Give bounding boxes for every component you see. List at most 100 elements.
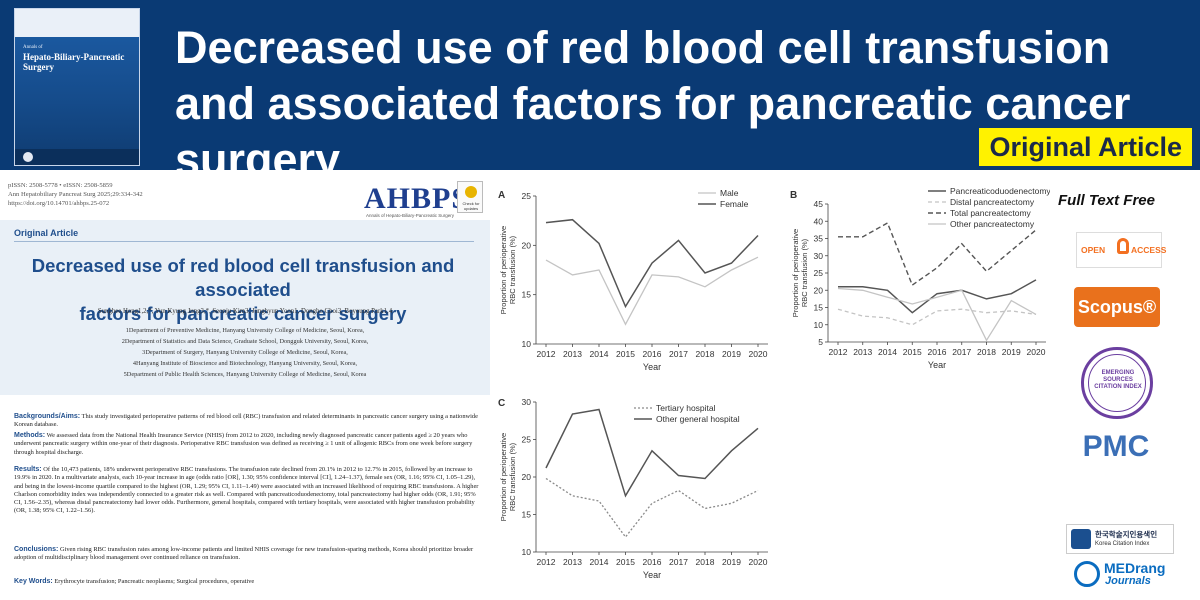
series-line-other-general-hospital bbox=[545, 408, 759, 498]
y-tick-label: 30 bbox=[522, 397, 532, 407]
kci-badge[interactable]: 한국학술지인용색인 Korea Citation Index bbox=[1066, 524, 1174, 554]
open-access-text-b: ACCESS bbox=[1131, 245, 1167, 255]
paper-doi[interactable]: https://doi.org/10.14701/ahbps.25-072 bbox=[8, 200, 110, 207]
legend-label: Male bbox=[720, 188, 739, 198]
y-axis-label-line1: Proportion of perioperative bbox=[499, 433, 508, 521]
x-tick-label: 2018 bbox=[977, 347, 996, 357]
y-axis-label-line2: RBC transfusion (%) bbox=[800, 238, 809, 307]
pmc-badge[interactable]: PMC bbox=[1082, 430, 1150, 463]
x-axis-label: Year bbox=[643, 362, 661, 372]
x-tick-label: 2017 bbox=[952, 347, 971, 357]
esci-ring: EMERGING SOURCES CITATION INDEX bbox=[1088, 354, 1146, 412]
paper-issn: pISSN: 2508-5778 • eISSN: 2508-5859 bbox=[8, 182, 113, 189]
scopus-badge[interactable]: Scopus® bbox=[1074, 287, 1160, 327]
y-tick-label: 5 bbox=[818, 337, 823, 347]
x-tick-label: 2019 bbox=[722, 349, 741, 359]
medrang-label: MEDrang bbox=[1104, 560, 1166, 576]
series-line-male bbox=[545, 256, 759, 326]
chart-panel-c: C 10 15 20 25 30 2012 2013 2014 2015 2016 2017 2018 2… bbox=[498, 397, 768, 580]
x-tick-label: 2014 bbox=[590, 557, 609, 567]
y-tick-label: 10 bbox=[522, 339, 532, 349]
y-axis-label-line2: RBC transfusion (%) bbox=[508, 442, 517, 511]
series-line-tertiary-hospital bbox=[545, 477, 759, 539]
banner-headline: Decreased use of red blood cell transfus… bbox=[175, 22, 1131, 185]
abstract-background: Backgrounds/Aims: This study investigate… bbox=[14, 413, 480, 430]
paper-title-line2: factors for pancreatic cancer surgery bbox=[79, 303, 407, 324]
x-tick-label: 2013 bbox=[563, 557, 582, 567]
x-tick-label: 2015 bbox=[616, 557, 635, 567]
y-tick-label: 45 bbox=[814, 199, 824, 209]
series-line-distal-pancreatectomy bbox=[837, 308, 1037, 326]
chart-panel-a: A 10 15 20 25 2012 2013 2014 2015 2016 2017 2018 201… bbox=[498, 188, 768, 372]
x-axis-label: Year bbox=[928, 360, 946, 370]
legend-label: Other general hospital bbox=[656, 414, 740, 424]
open-lock-icon bbox=[1117, 238, 1129, 254]
abstract-keywords-text: Erythrocyte transfusion; Pancreatic neop… bbox=[54, 578, 255, 585]
esci-label: EMERGING SOURCES CITATION INDEX bbox=[1094, 370, 1142, 390]
abstract-keywords: Key Words: Erythrocyte transfusion; Panc… bbox=[14, 578, 480, 586]
y-axis-label-line2: RBC transfusion (%) bbox=[508, 235, 517, 304]
legend-label: Pancreaticoduodenectomy bbox=[950, 186, 1050, 196]
x-tick-label: 2012 bbox=[537, 349, 556, 359]
x-axis-label: Year bbox=[643, 570, 661, 580]
panel-letter-B: B bbox=[790, 190, 797, 201]
x-tick-label: 2019 bbox=[1002, 347, 1021, 357]
x-tick-label: 2013 bbox=[563, 349, 582, 359]
paper-title: Decreased use of red blood cell transfus… bbox=[8, 254, 478, 326]
x-tick-label: 2016 bbox=[928, 347, 947, 357]
y-tick-label: 30 bbox=[814, 251, 824, 261]
check-updates-label: Check for updates bbox=[462, 201, 480, 211]
x-tick-label: 2016 bbox=[643, 349, 662, 359]
section-label: Original Article bbox=[14, 228, 79, 238]
abstract-methods: Methods: We assessed data from the Natio… bbox=[14, 432, 480, 457]
legend-label: Total pancreatectomy bbox=[950, 208, 1032, 218]
abstract-keywords-label: Key Words: bbox=[14, 578, 53, 585]
y-tick-label: 25 bbox=[522, 435, 532, 445]
medrang-journals-logo[interactable]: MEDrang Journals bbox=[1074, 557, 1184, 593]
y-tick-label: 20 bbox=[522, 240, 532, 250]
cover-journal-title: Hepato-Biliary-Pancreatic Surgery bbox=[23, 52, 125, 72]
abstract-results-text: Of the 10,473 patients, 18% underwent pe… bbox=[14, 466, 479, 515]
abstract-background-label: Backgrounds/Aims: bbox=[14, 413, 81, 420]
x-tick-label: 2017 bbox=[669, 557, 688, 567]
panel-letter-C: C bbox=[498, 398, 505, 409]
article-type-badge: Original Article bbox=[979, 128, 1192, 166]
x-tick-label: 2019 bbox=[722, 557, 741, 567]
series-line-pancreaticoduodenectomy bbox=[838, 279, 1037, 314]
journal-cover-image[interactable]: Annals of Hepato-Biliary-Pancreatic Surg… bbox=[14, 8, 140, 166]
x-tick-label: 2013 bbox=[853, 347, 872, 357]
x-tick-label: 2012 bbox=[829, 347, 848, 357]
open-access-text-a: OPEN bbox=[1081, 245, 1106, 255]
paper-authors: Sunghee Hong1,2,*, Yun Kyung Jung3,*, Se… bbox=[97, 308, 393, 315]
x-tick-label: 2017 bbox=[669, 349, 688, 359]
y-axis-label-line1: Proportion of perioperative bbox=[791, 229, 800, 317]
abstract-background-text: This study investigated perioperative pa… bbox=[14, 413, 478, 429]
cover-top-strip bbox=[15, 9, 139, 37]
y-tick-label: 25 bbox=[522, 191, 532, 201]
x-tick-label: 2015 bbox=[903, 347, 922, 357]
esci-badge[interactable]: EMERGING SOURCES CITATION INDEX bbox=[1081, 347, 1153, 419]
y-tick-label: 35 bbox=[814, 234, 824, 244]
abstract-conclusions-text: Given rising RBC transfusion rates among… bbox=[14, 546, 474, 562]
paper-citation: Ann Hepatobiliary Pancreat Surg 2025;29:… bbox=[8, 191, 143, 198]
panel-letter-A: A bbox=[498, 190, 505, 201]
chart-panel-b: B 5 10 15 20 25 30 35 40 45 2012 2013 2014 2015 2016 20… bbox=[790, 186, 1050, 370]
affiliation-2: 2Department of Statistics and Data Scien… bbox=[121, 338, 369, 345]
series-line-total-pancreatectomy bbox=[838, 222, 1037, 287]
full-text-free-label: Full Text Free bbox=[1058, 192, 1155, 209]
open-access-badge[interactable]: OPEN ACCESS bbox=[1076, 232, 1166, 268]
legend-label: Other pancreatectomy bbox=[950, 219, 1035, 229]
check-for-updates-button[interactable]: Check for updates bbox=[457, 181, 483, 213]
y-tick-label: 10 bbox=[814, 320, 824, 330]
medrang-globe-icon bbox=[1074, 561, 1100, 587]
abstract-conclusions: Conclusions: Given rising RBC transfusio… bbox=[14, 546, 480, 563]
affiliation-5: 5Department of Public Health Sciences, H… bbox=[123, 371, 367, 378]
section-divider bbox=[14, 241, 474, 242]
cover-footer bbox=[15, 149, 139, 165]
abstract-conclusions-label: Conclusions: bbox=[14, 546, 59, 553]
x-tick-label: 2020 bbox=[1027, 347, 1046, 357]
y-tick-label: 15 bbox=[522, 510, 532, 520]
x-tick-label: 2014 bbox=[590, 349, 609, 359]
title-box bbox=[0, 220, 490, 395]
affiliation-1: 1Department of Preventive Medicine, Hany… bbox=[125, 327, 365, 334]
